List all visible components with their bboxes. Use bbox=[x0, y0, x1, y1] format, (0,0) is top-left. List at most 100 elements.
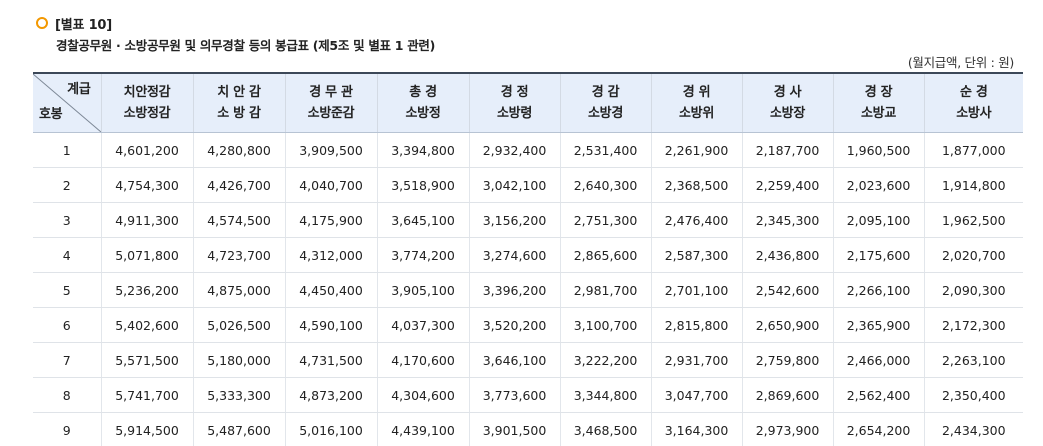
salary-cell: 2,751,300 bbox=[560, 202, 652, 238]
salary-cell: 2,020,700 bbox=[924, 237, 1023, 273]
column-header-rank-9: 경 장 소방교 bbox=[833, 72, 925, 133]
salary-cell: 5,333,300 bbox=[193, 377, 286, 413]
salary-cell: 3,222,200 bbox=[560, 342, 652, 378]
police-rank-label: 경 정 bbox=[500, 85, 529, 100]
rank-axis-label: 계급 bbox=[67, 82, 91, 97]
salary-cell: 2,587,300 bbox=[651, 237, 743, 273]
step-cell: 4 bbox=[33, 237, 102, 273]
police-rank-label: 경 감 bbox=[591, 85, 620, 100]
salary-cell: 3,646,100 bbox=[469, 342, 561, 378]
salary-cell: 3,042,100 bbox=[469, 167, 561, 203]
salary-cell: 2,090,300 bbox=[924, 272, 1023, 308]
salary-cell: 2,654,200 bbox=[833, 412, 925, 446]
salary-cell: 2,345,300 bbox=[742, 202, 834, 238]
fire-rank-label: 소방위 bbox=[679, 106, 714, 121]
salary-cell: 4,280,800 bbox=[193, 132, 286, 168]
salary-cell: 2,650,900 bbox=[742, 307, 834, 343]
salary-cell: 2,172,300 bbox=[924, 307, 1023, 343]
salary-cell: 2,259,400 bbox=[742, 167, 834, 203]
police-rank-label: 총 경 bbox=[409, 85, 437, 100]
police-rank-label: 치안정감 bbox=[123, 85, 171, 100]
salary-cell: 4,911,300 bbox=[101, 202, 194, 238]
table-row: 3 4,911,300 4,574,500 4,175,900 3,645,100 3,1… bbox=[33, 202, 1023, 238]
column-header-rank-3: 경 무 관 소방준감 bbox=[285, 72, 378, 133]
fire-rank-label: 소방준감 bbox=[307, 106, 355, 121]
salary-cell: 1,960,500 bbox=[833, 132, 925, 168]
salary-cell: 4,450,400 bbox=[285, 272, 378, 308]
step-cell: 3 bbox=[33, 202, 102, 238]
table-row: 8 5,741,700 5,333,300 4,873,200 4,304,600 3,7… bbox=[33, 377, 1023, 413]
salary-cell: 3,394,800 bbox=[377, 132, 470, 168]
salary-cell: 2,973,900 bbox=[742, 412, 834, 446]
salary-cell: 4,426,700 bbox=[193, 167, 286, 203]
salary-cell: 4,754,300 bbox=[101, 167, 194, 203]
salary-cell: 4,590,100 bbox=[285, 307, 378, 343]
step-cell: 8 bbox=[33, 377, 102, 413]
salary-cell: 3,344,800 bbox=[560, 377, 652, 413]
salary-cell: 2,931,700 bbox=[651, 342, 743, 378]
table-row: 5 5,236,200 4,875,000 4,450,400 3,905,100 3,3… bbox=[33, 272, 1023, 308]
column-header-rank-7: 경 위 소방위 bbox=[651, 72, 743, 133]
salary-cell: 5,180,000 bbox=[193, 342, 286, 378]
salary-cell: 2,350,400 bbox=[924, 377, 1023, 413]
fire-rank-label: 소방정 bbox=[405, 106, 441, 121]
salary-cell: 2,562,400 bbox=[833, 377, 925, 413]
salary-cell: 3,518,900 bbox=[377, 167, 470, 203]
salary-cell: 5,741,700 bbox=[101, 377, 194, 413]
salary-cell: 3,468,500 bbox=[560, 412, 652, 446]
fire-rank-label: 소방령 bbox=[497, 106, 532, 121]
fire-rank-label: 소방경 bbox=[588, 106, 623, 121]
salary-cell: 1,962,500 bbox=[924, 202, 1023, 238]
circle-bullet-icon bbox=[36, 17, 48, 29]
police-rank-label: 치 안 감 bbox=[217, 85, 261, 100]
step-cell: 2 bbox=[33, 167, 102, 203]
table-title: [별표 10] bbox=[55, 17, 113, 33]
fire-rank-label: 소방장 bbox=[770, 106, 805, 121]
step-cell: 1 bbox=[33, 132, 102, 168]
step-axis-label: 호봉 bbox=[39, 107, 63, 122]
column-header-rank-10: 순 경 소방사 bbox=[924, 72, 1023, 133]
table-subtitle: 경찰공무원 · 소방공무원 및 의무경찰 등의 봉급표 (제5조 및 별표 1 … bbox=[56, 38, 436, 53]
salary-cell: 4,037,300 bbox=[377, 307, 470, 343]
table-body: 1 4,601,200 4,280,800 3,909,500 3,394,800 2,9… bbox=[33, 132, 1023, 446]
salary-cell: 2,640,300 bbox=[560, 167, 652, 203]
salary-cell: 2,476,400 bbox=[651, 202, 743, 238]
fire-rank-label: 소방사 bbox=[956, 106, 992, 121]
salary-cell: 2,187,700 bbox=[742, 132, 834, 168]
salary-cell: 3,520,200 bbox=[469, 307, 561, 343]
salary-cell: 1,914,800 bbox=[924, 167, 1023, 203]
salary-cell: 3,047,700 bbox=[651, 377, 743, 413]
salary-cell: 3,156,200 bbox=[469, 202, 561, 238]
salary-cell: 1,877,000 bbox=[924, 132, 1023, 168]
salary-cell: 2,263,100 bbox=[924, 342, 1023, 378]
salary-cell: 4,312,000 bbox=[285, 237, 378, 273]
salary-cell: 3,396,200 bbox=[469, 272, 561, 308]
step-cell: 5 bbox=[33, 272, 102, 308]
salary-cell: 4,601,200 bbox=[101, 132, 194, 168]
fire-rank-label: 소 방 감 bbox=[217, 106, 261, 121]
salary-cell: 2,981,700 bbox=[560, 272, 652, 308]
salary-cell: 3,909,500 bbox=[285, 132, 378, 168]
salary-cell: 3,100,700 bbox=[560, 307, 652, 343]
salary-cell: 2,466,000 bbox=[833, 342, 925, 378]
salary-cell: 5,026,500 bbox=[193, 307, 286, 343]
salary-cell: 4,304,600 bbox=[377, 377, 470, 413]
table-caption: [별표 10] 경찰공무원 · 소방공무원 및 의무경찰 등의 봉급표 (제5조… bbox=[36, 14, 435, 54]
table-row: 2 4,754,300 4,426,700 4,040,700 3,518,900 3,0… bbox=[33, 167, 1023, 203]
salary-cell: 5,236,200 bbox=[101, 272, 194, 308]
table-row: 6 5,402,600 5,026,500 4,590,100 4,037,300 3,5… bbox=[33, 307, 1023, 343]
salary-cell: 4,040,700 bbox=[285, 167, 378, 203]
fire-rank-label: 소방교 bbox=[861, 106, 896, 121]
salary-cell: 3,645,100 bbox=[377, 202, 470, 238]
salary-cell: 4,170,600 bbox=[377, 342, 470, 378]
salary-cell: 4,875,000 bbox=[193, 272, 286, 308]
salary-cell: 4,574,500 bbox=[193, 202, 286, 238]
salary-cell: 4,175,900 bbox=[285, 202, 378, 238]
salary-cell: 3,274,600 bbox=[469, 237, 561, 273]
salary-cell: 2,365,900 bbox=[833, 307, 925, 343]
salary-cell: 5,571,500 bbox=[101, 342, 194, 378]
